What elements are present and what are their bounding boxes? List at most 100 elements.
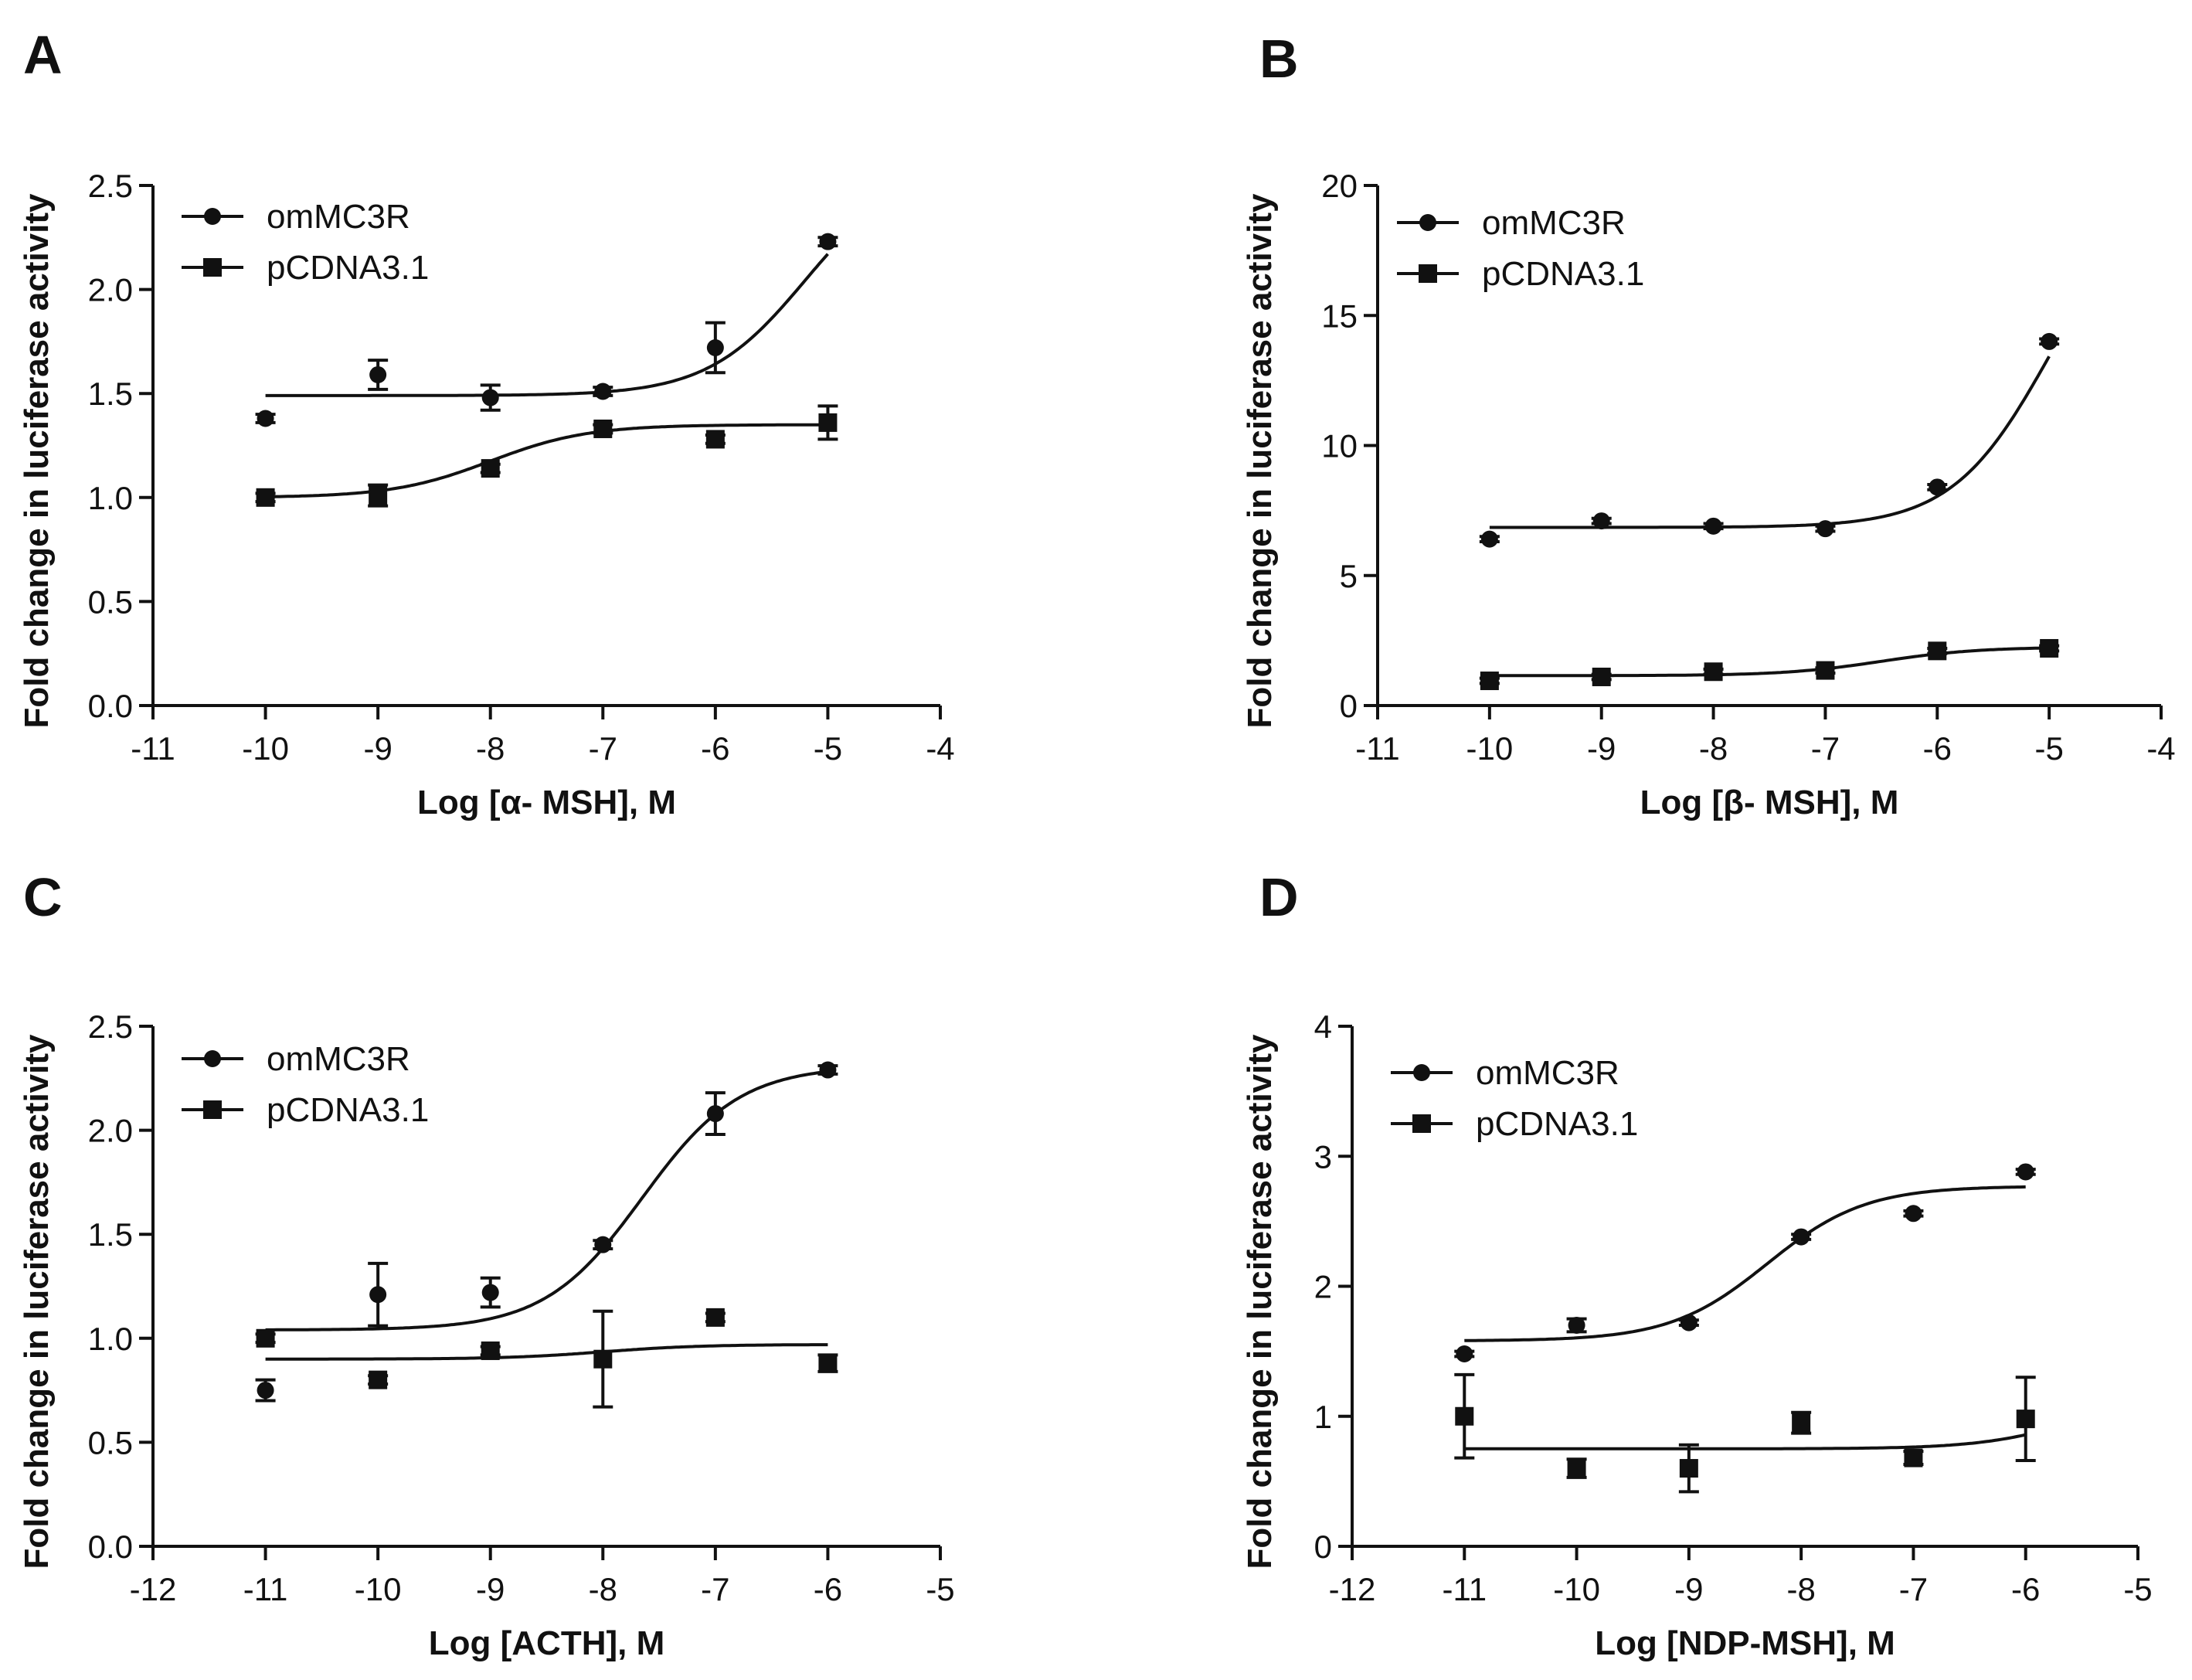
y-axis-title: Fold change in luciferase activity [1241,1034,1279,1569]
legend-marker [203,258,222,277]
x-tick-label: -11 [131,730,175,767]
y-tick-label: 0.0 [88,1529,133,1565]
legend-marker [203,1100,222,1119]
data-point [1679,1459,1698,1478]
legend-marker [1412,1114,1431,1133]
x-tick-label: -10 [242,730,289,767]
series-pcdna3-1 [1454,1372,2036,1494]
y-tick-label: 2.0 [88,272,133,308]
y-tick-label: 2 [1314,1269,1332,1305]
fit-curve [265,1343,828,1361]
fit-curve [1464,1433,2027,1450]
data-point [818,1354,838,1373]
data-point [705,1308,725,1327]
y-tick-label: 15 [1321,298,1358,334]
x-tick-label: -10 [1553,1571,1600,1607]
panel-label: B [1259,29,1299,89]
x-tick-label: -5 [926,1571,954,1607]
x-tick-label: -9 [363,730,392,767]
y-axis-title: Fold change in luciferase activity [1241,193,1279,729]
y-tick-label: 1.5 [88,1216,133,1253]
data-point [369,1370,388,1389]
x-tick-label: -6 [2011,1571,2040,1607]
data-point [369,486,388,505]
data-point [256,1328,275,1348]
data-point [2040,638,2059,658]
x-axis-title: Log [ACTH], M [429,1624,664,1662]
series-ommc3r [255,1061,838,1403]
data-point [705,430,725,449]
data-point [2041,332,2058,350]
panel-label: C [23,867,63,927]
panel-a: A 0.0 0.5 1.0 1.5 2.0 2.5 -11 -10 -9 -8 -7 -6 -5 -4 Log… [18,25,955,821]
legend-label: omMC3R [267,198,410,236]
legend: omMC3R pCDNA3.1 [1397,204,1644,293]
data-point [481,1341,500,1360]
data-point [369,366,387,383]
data-point [1592,512,1610,530]
y-tick-label: 0 [1314,1529,1332,1565]
y-tick-label: 1.0 [88,480,133,516]
y-tick-label: 10 [1321,428,1358,464]
data-point [819,1061,837,1079]
y-axis-title: Fold change in luciferase activity [18,193,56,729]
x-axis-title: Log [β- MSH], M [1640,784,1899,821]
fit-curve [265,1070,828,1331]
y-tick-label: 0 [1340,688,1358,724]
panel-c: C 0.0 0.5 1.0 1.5 2.0 2.5 -12 -11 -10 -9 -8 -7 -6 -5 Lo… [18,867,955,1662]
x-tick-label: -5 [814,730,842,767]
legend-marker [1419,264,1437,283]
data-point [1792,1413,1811,1433]
legend-marker [1419,214,1436,231]
y-tick-label: 0.5 [88,583,133,620]
data-point [1904,1448,1923,1467]
x-tick-label: -10 [1466,730,1514,767]
x-tick-label: -4 [2146,730,2175,767]
x-tick-label: -5 [2034,730,2063,767]
series-pcdna3-1 [255,404,838,508]
series-ommc3r [1454,1163,2036,1362]
y-tick-label: 2.5 [88,168,133,204]
data-point [1905,1205,1922,1223]
y-tick-label: 2.0 [88,1113,133,1149]
data-point [256,488,275,507]
data-point [1456,1345,1473,1362]
legend-marker [204,208,221,225]
data-point [594,1236,612,1253]
series-pcdna3-1 [1479,638,2060,691]
panel-d: D 0 1 2 3 4 -12 -11 -10 -9 -8 -7 -6 -5 Log [NDP-MSH], … [1241,867,2153,1662]
y-tick-label: 20 [1321,168,1358,204]
x-axis-title: Log [α- MSH], M [417,784,676,821]
x-tick-label: -7 [589,730,617,767]
x-tick-label: -9 [476,1571,505,1607]
data-point [2017,1163,2034,1181]
legend-marker [1413,1064,1430,1081]
legend-label: pCDNA3.1 [267,1091,429,1129]
data-point [706,338,724,356]
data-point [257,410,274,427]
data-point [257,1382,274,1399]
x-tick-label: -12 [1329,1571,1376,1607]
y-axis-title: Fold change in luciferase activity [18,1034,56,1569]
x-tick-label: -6 [701,730,729,767]
panel-label: A [23,25,63,85]
x-tick-label: -12 [130,1571,177,1607]
data-point [1568,1316,1585,1334]
x-tick-label: -7 [1811,730,1840,767]
x-tick-label: -8 [1786,1571,1815,1607]
legend: omMC3R pCDNA3.1 [182,1040,429,1129]
data-point [1680,1314,1698,1331]
data-point [1704,662,1723,682]
x-tick-label: -11 [1442,1571,1487,1607]
x-tick-label: -4 [926,730,954,767]
series-ommc3r [1479,332,2060,548]
fit-curve [1489,646,2050,678]
fit-curve [265,253,829,397]
data-point [369,1286,387,1304]
x-tick-label: -7 [701,1571,729,1607]
data-point [1929,478,1946,496]
data-point [1816,661,1835,680]
x-tick-label: -8 [589,1571,617,1607]
y-tick-label: 0.0 [88,688,133,724]
